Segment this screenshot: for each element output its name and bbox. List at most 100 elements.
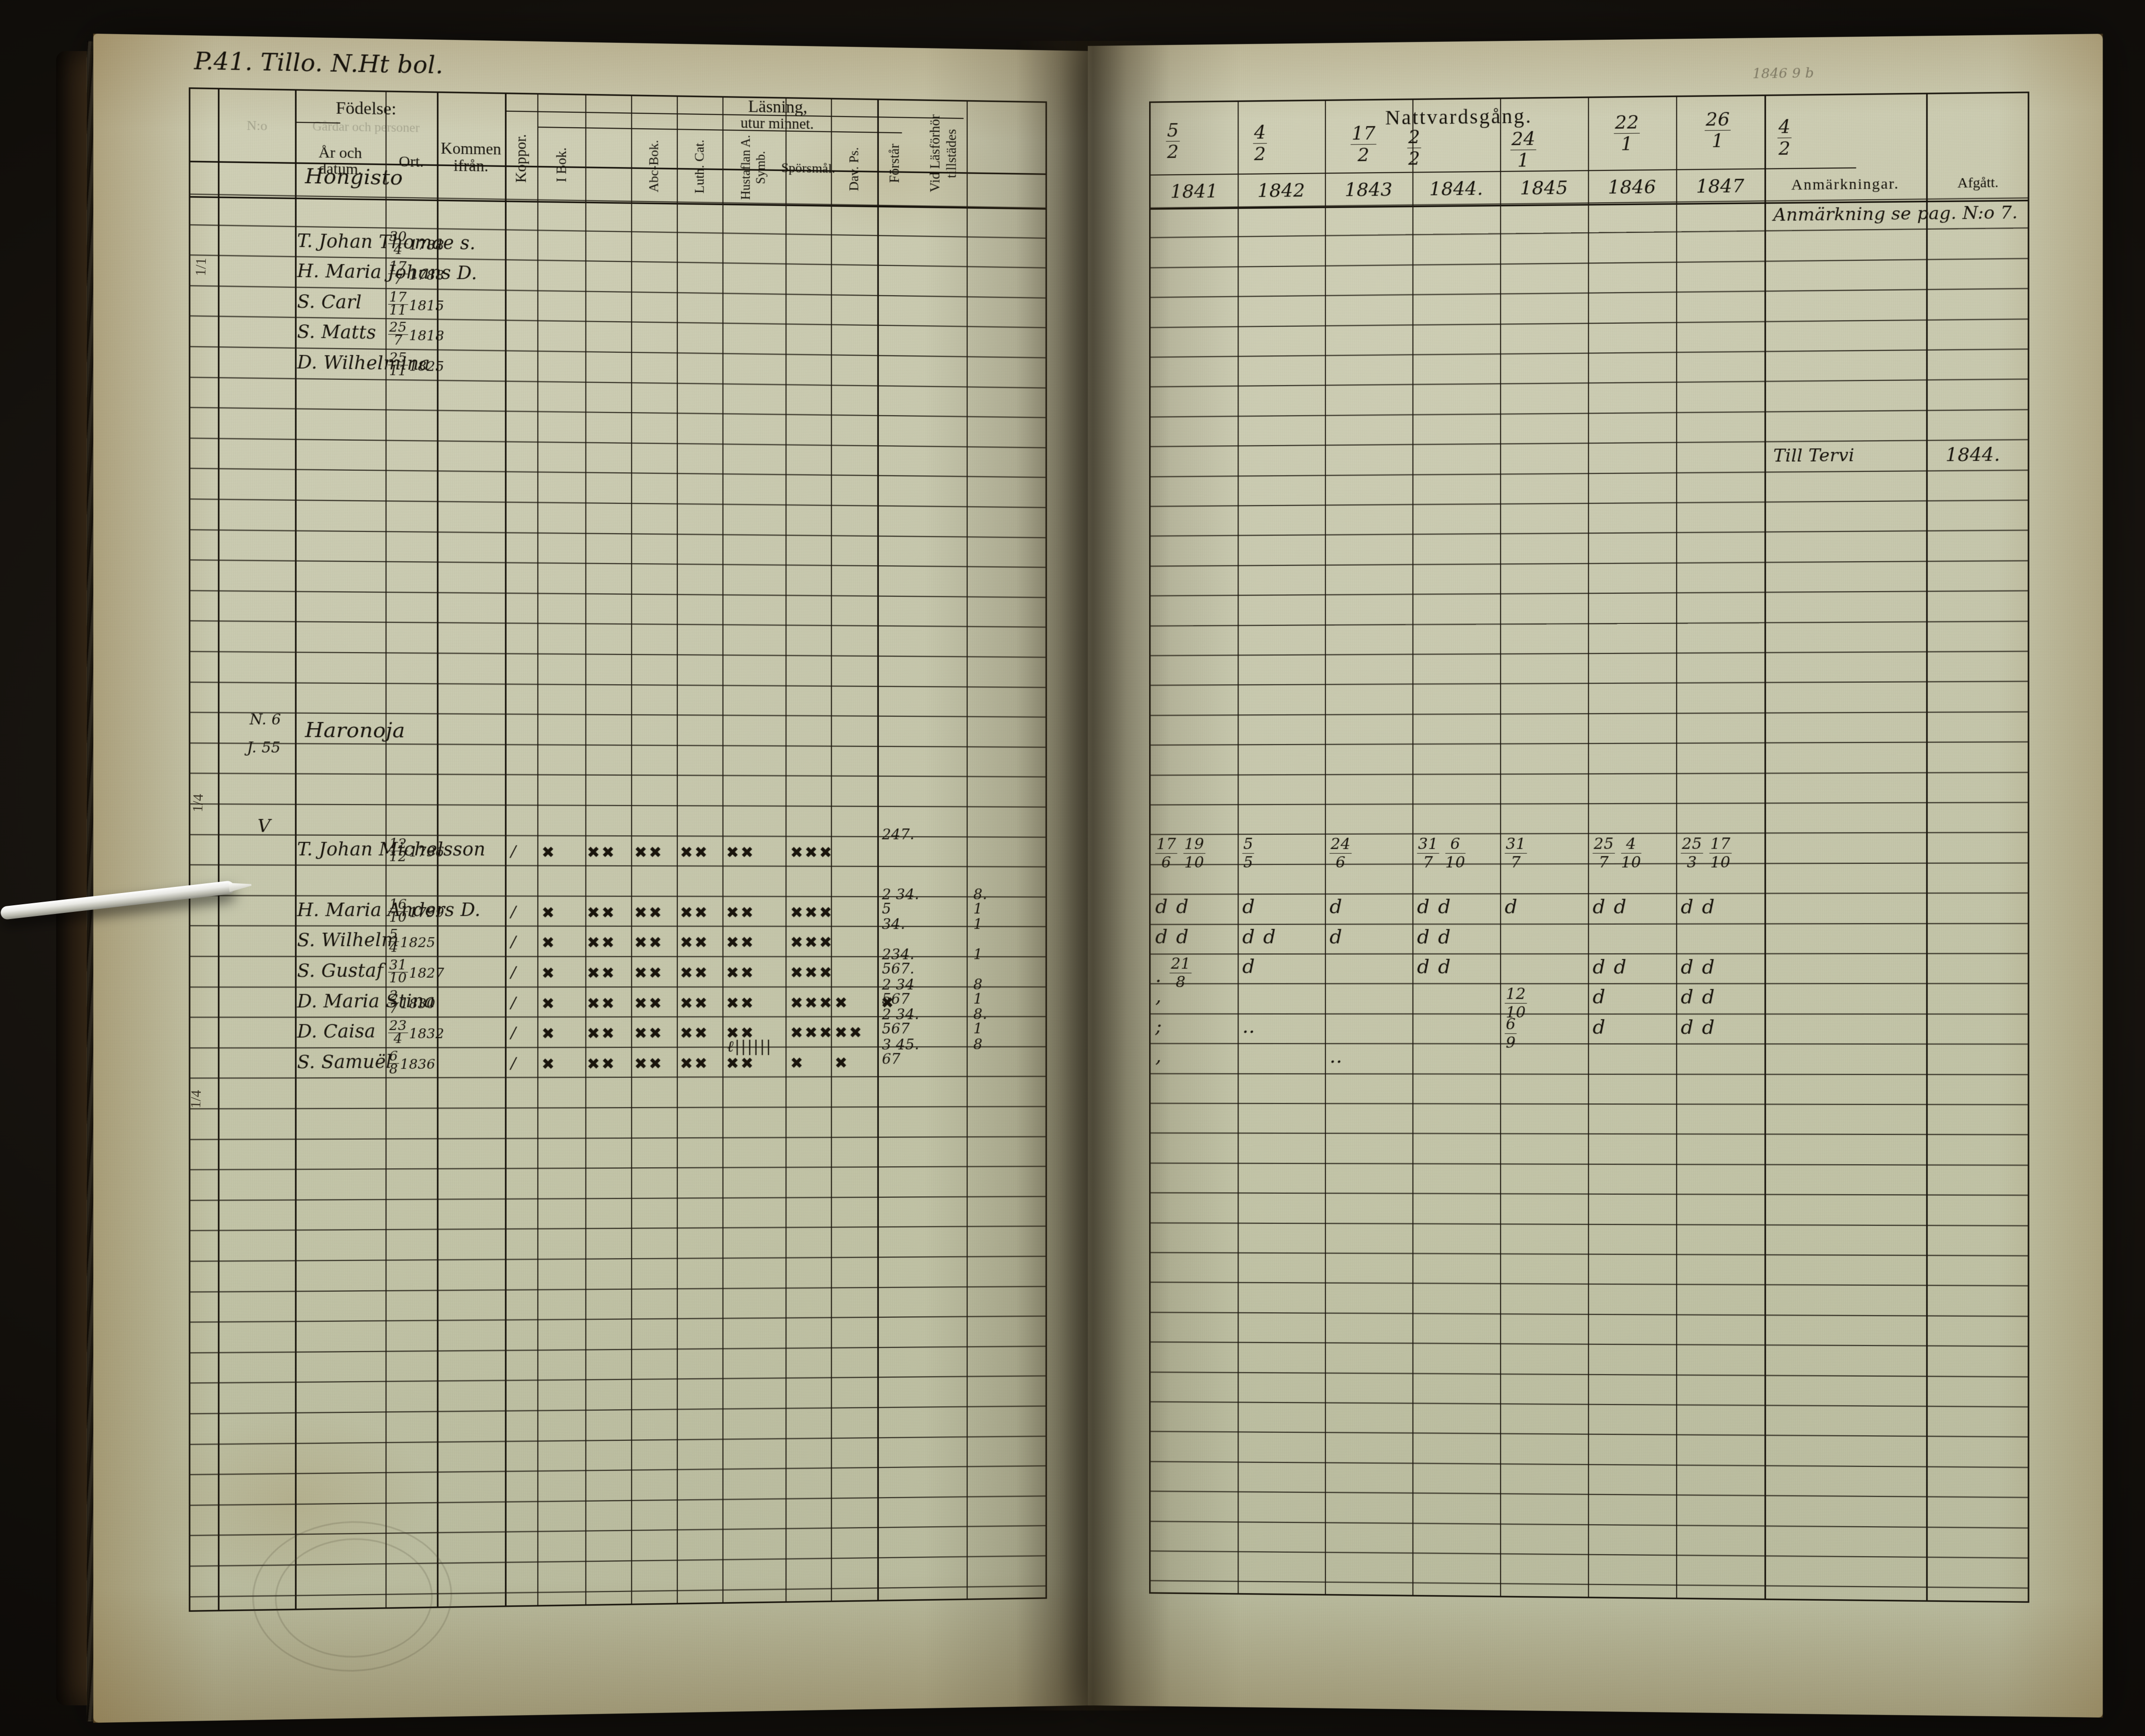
communion-date-header: 24 1 [1510,128,1537,172]
reading-check-mark: ✖ [634,1024,648,1043]
reading-check-mark: ✖ [634,934,648,952]
reading-check-mark: ✖ [790,964,803,982]
reading-check-mark: ✖ [740,994,754,1012]
reading-check-mark: ✖ [587,1025,600,1043]
year-column-header: 1843 [1345,179,1393,201]
communion-mark: 25 3 17 10 [1681,835,1737,872]
person-birthdate: 23 4 1832 [388,1018,444,1047]
year-column-header: 1846 [1608,176,1656,199]
col-div-persons [295,90,297,1609]
reading-check-mark: ✖ [726,964,740,982]
margin-note: 1/1 [193,257,210,277]
right-page: 1846 9 b Nattvardsgång. Anmärkningar. Af… [1088,34,2103,1718]
reading-check-mark: ✖ [601,904,615,922]
reading-check-mark: ✖ [849,1024,862,1042]
communion-mark: d [1592,1015,1606,1039]
reading-check-mark: ✖ [819,904,832,922]
person-birthdate: 25 7 1818 [388,320,444,348]
reading-check-mark: ✖ [680,994,693,1012]
reading-check-mark: ✖ [804,994,818,1012]
communion-mark: 24 6 [1329,835,1357,872]
reading-check-mark: ✖ [601,843,615,862]
reading-check-mark: ✖ [601,1055,615,1073]
communion-mark: d [1242,895,1255,918]
attendance-value: 234. 567. [881,946,915,977]
person-birthdate: 12 12 1796 [388,836,444,864]
reading-check-mark: ✖ [649,1054,662,1073]
header-anmarkningar: Anmärkningar. [1791,175,1899,194]
person-birthdate: 17 7 1788 [388,259,444,288]
attendance-extra-value: 8. 1 [973,1005,988,1037]
communion-mark: .. [1242,1015,1255,1038]
reading-slash-mark: ∕ [510,1054,516,1073]
remark-entries: Anmärkning se pag. N:o 7. Till Tervi 1844. [1088,34,2103,466]
header-hustaflan: Hustaflan A. Symb. [739,135,768,200]
reading-check-mark: ✖ [680,843,693,862]
person-birthdate: 31 10 1827 [388,957,444,986]
reading-check-mark: ✖ [680,1024,693,1043]
communion-mark: d [1329,925,1343,948]
reading-check-mark: ✖ [835,1024,848,1042]
reading-check-mark: ✖ [694,994,708,1012]
person-birthdate: 16 10 1799 [388,897,444,925]
reading-slash-mark: ∕ [510,963,516,982]
reading-check-mark: ✖ [819,933,832,952]
reading-check-mark: ✖ [790,843,803,862]
communion-cell-marks: 17 6 19 10 5 5 24 6 31 7 6 10 31 7 25 7 4 10 25 3 17 10 d d d d d d… [1088,34,2103,1068]
reading-check-mark: ✖ [790,1054,803,1073]
reading-check-mark: ✖ [694,1024,708,1043]
reading-check-mark: ✖ [649,843,662,862]
reading-check-mark: ✖ [587,1055,600,1073]
communion-mark: d [1592,985,1606,1008]
reading-check-mark: ✖ [634,994,648,1013]
header-luthcat: Luth. Cat. [692,139,707,194]
attendance-value: 2 34. 567 [881,1006,920,1038]
seal-inner-ring [275,1537,433,1659]
attendance-extra-value: 1 [973,946,983,963]
reading-slash-mark: ∕ [510,903,516,921]
margin-note: 1/4 [188,1090,205,1109]
attendance-extra-value: 1 [973,915,983,933]
reading-check-mark: ✖ [680,1054,693,1073]
reading-check-mark: ✖ [680,904,693,922]
reading-check-mark: ✖ [587,964,600,983]
person-birthdate: 17 11 1815 [388,290,444,318]
header-ibok: I Bok. [553,147,569,182]
open-book: P.41. Tillo. N.Ht bol. N: [0,31,2103,1726]
margin-note: 1/4 [190,793,207,813]
reading-check-mark: ✖ [694,1054,708,1073]
reading-check-mark: ✖ [726,843,740,862]
attendance-extra-value: 8. 1 [973,885,988,917]
reading-check-mark: ✖ [680,964,693,982]
household-name: Hongisto [305,164,403,190]
reading-check-mark: ✖ [740,934,754,952]
reading-check-mark: ✖ [804,843,818,862]
year-column-header: 1842 [1257,180,1305,202]
reading-check-mark: ✖ [634,1055,648,1073]
year-column-header: 1845 [1520,177,1568,199]
header-fodelse: Födelse: [336,99,396,119]
reading-check-mark: ✖ [804,963,818,982]
reading-check-mark: ✖ [740,964,754,982]
person-birthdate: 30 4 1788 [388,229,444,257]
faint-top-right-mark: 1846 9 b [1752,65,1815,82]
attendance-value: 3 45. 67 [881,1035,920,1068]
reading-check-mark: ✖ [740,1054,754,1073]
reading-check-mark: ✖ [541,843,555,862]
communion-date-header: 17 2 [1350,123,1378,166]
header-afgatt: Afgått. [1957,175,1999,191]
household-name: Haronoja [305,718,406,743]
reading-check-mark: ✖ [740,843,754,862]
right-row-lines [1088,34,2103,1589]
